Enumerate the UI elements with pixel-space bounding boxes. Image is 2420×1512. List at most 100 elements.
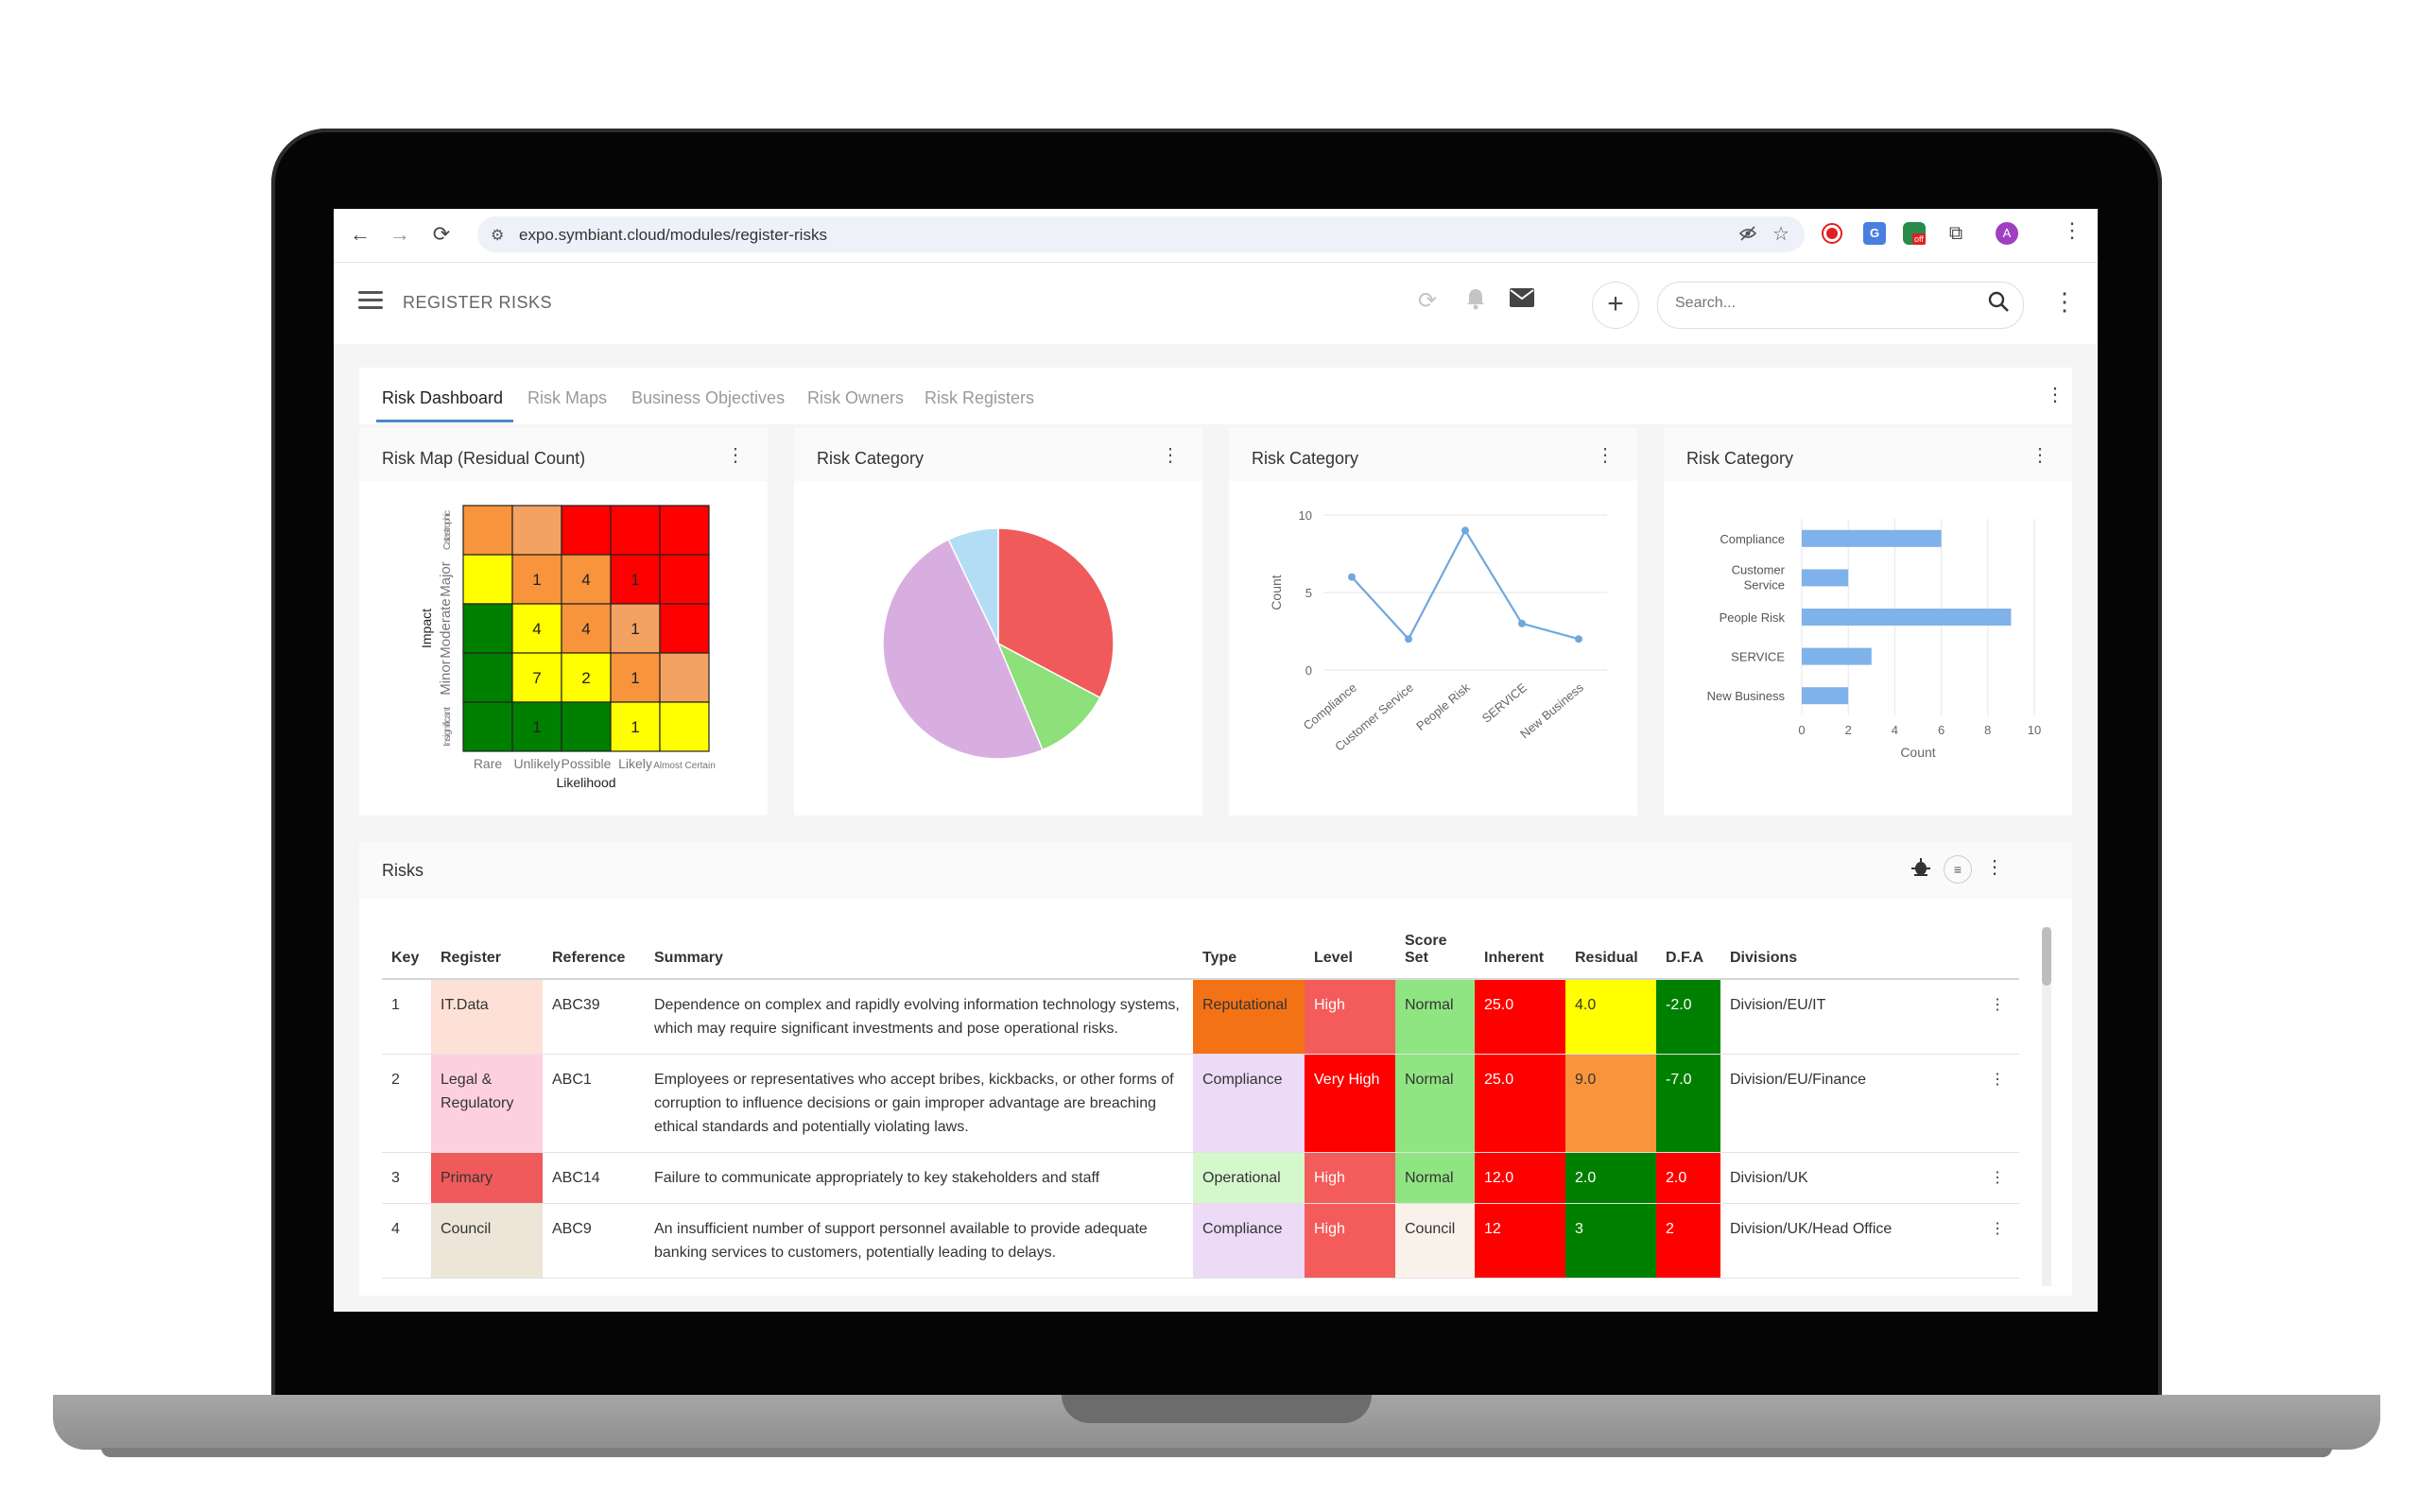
widget-menu-icon[interactable]: ⋮ [1161,445,1180,466]
bar[interactable] [1802,647,1872,665]
record-extension-icon[interactable] [1822,223,1842,244]
heatmap-cell[interactable] [511,701,562,752]
tab-risk-dashboard[interactable]: Risk Dashboard [382,388,504,407]
cell-score-set: Normal [1395,979,1475,1055]
cell-inherent: 12 [1475,1203,1565,1279]
heatmap-cell-count: 1 [631,669,639,687]
tabs-menu-icon[interactable]: ⋮ [2046,385,2065,405]
heatmap-cell[interactable] [659,652,710,703]
heatmap-cell[interactable] [462,505,513,556]
heatmap-cell[interactable] [659,554,710,605]
reload-icon[interactable]: ⟳ [432,222,451,246]
line-point[interactable] [1518,619,1526,627]
url-text: expo.symbiant.cloud/modules/register-ris… [519,226,827,244]
heatmap-cell[interactable] [462,554,513,605]
tab-risk-maps[interactable]: Risk Maps [527,388,608,407]
heatmap-cell[interactable] [561,505,612,556]
forward-arrow-icon[interactable]: → [389,222,410,246]
heatmap-cell[interactable] [462,603,513,654]
eye-off-icon[interactable] [1738,224,1757,248]
cell-reference: ABC14 [543,1152,645,1204]
app-menu-icon[interactable]: ⋮ [2052,287,2077,316]
heatmap-cell[interactable] [561,554,612,605]
extension-off-icon[interactable]: off [1903,222,1926,245]
search-icon[interactable] [1987,290,2010,319]
risks-menu-icon[interactable]: ⋮ [1985,857,2004,878]
column-header-residual[interactable]: Residual [1565,929,1656,980]
pie-slice[interactable] [947,527,999,644]
cell-type: Compliance [1193,1203,1305,1279]
line-point[interactable] [1405,635,1412,644]
heatmap-cell[interactable] [462,701,513,752]
tab-risk-registers[interactable]: Risk Registers [925,388,1035,407]
column-header-level[interactable]: Level [1305,929,1395,980]
heatmap-cell[interactable] [659,701,710,752]
laptop-foot [101,1448,2332,1457]
column-header-key[interactable]: Key [382,929,431,980]
table-scrollbar[interactable] [2042,927,2051,1286]
column-header-reference[interactable]: Reference [543,929,645,980]
bar[interactable] [1802,687,1849,705]
heatmap-cell[interactable] [659,505,710,556]
column-header-summary[interactable]: Summary [645,929,1193,980]
heatmap-cell[interactable] [610,603,661,654]
column-header-type[interactable]: Type [1193,929,1305,980]
search-input[interactable] [1673,294,1961,313]
line-point[interactable] [1348,573,1356,581]
translate-extension-icon[interactable]: G [1863,222,1886,245]
x-axis-label: Count [1900,745,1935,760]
mail-icon[interactable] [1510,287,1534,314]
line-point[interactable] [1575,635,1582,644]
line-point[interactable] [1461,526,1469,535]
heatmap-cell[interactable] [561,701,612,752]
row-menu-icon[interactable]: ⋮ [1976,1152,2019,1204]
column-header-dfa[interactable]: D.F.A [1656,929,1720,980]
widget-menu-icon[interactable]: ⋮ [1596,445,1615,466]
site-settings-icon[interactable]: ⚙ [491,228,505,244]
app-header: REGISTER RISKS ⟳ + ⋮ [334,263,2098,344]
row-menu-icon[interactable]: ⋮ [1976,1203,2019,1279]
search-field[interactable] [1657,282,2024,329]
heatmap-cell[interactable] [610,505,661,556]
pie-slice[interactable] [997,527,1115,699]
filter-button[interactable]: ≡ [1944,855,1972,884]
table-row[interactable]: 1 IT.Data ABC39 Dependence on complex and r… [382,979,2019,1055]
bell-icon[interactable] [1465,287,1486,317]
address-bar[interactable]: ⚙ expo.symbiant.cloud/modules/register-r… [477,216,1805,252]
heatmap-cell[interactable] [462,652,513,703]
profile-avatar[interactable]: A [1996,222,2018,245]
hamburger-menu-icon[interactable] [358,291,383,310]
tab-risk-owners[interactable]: Risk Owners [807,388,905,407]
column-header-inherent[interactable]: Inherent [1475,929,1565,980]
add-button[interactable]: + [1592,282,1639,329]
bar[interactable] [1802,569,1849,587]
pie-slice[interactable] [882,538,1044,760]
heatmap-cell[interactable] [511,603,562,654]
bug-icon[interactable] [1910,856,1932,885]
heatmap-cell[interactable] [561,652,612,703]
tab-business-objectives[interactable]: Business Objectives [631,388,786,407]
row-menu-icon[interactable]: ⋮ [1976,979,2019,1055]
pie-slice[interactable] [996,642,1101,751]
browser-menu-icon[interactable]: ⋮ [2062,218,2083,242]
heatmap-cell[interactable] [659,603,710,654]
impact-tick-label: Catastrophic [442,510,453,550]
widget-menu-icon[interactable]: ⋮ [726,445,745,466]
column-header-score-set[interactable]: Score Set [1395,929,1475,980]
column-header-divisions[interactable]: Divisions [1720,929,1976,980]
table-row[interactable]: 4 Council ABC9 An insufficient number of su… [382,1203,2019,1279]
star-icon[interactable]: ☆ [1772,224,1789,245]
sync-icon[interactable]: ⟳ [1418,288,1438,314]
puzzle-icon[interactable]: ⧉ [1948,223,1963,244]
row-menu-icon[interactable]: ⋮ [1976,1054,2019,1153]
bar[interactable] [1802,609,2012,626]
widget-menu-icon[interactable]: ⋮ [2031,445,2049,466]
table-row[interactable]: 2 Legal & Regulatory ABC1 Employees or repr… [382,1054,2019,1153]
x-tick-label: 8 [1984,723,1991,737]
heatmap-cell[interactable] [511,505,562,556]
bar[interactable] [1802,529,1942,547]
table-row[interactable]: 3 Primary ABC14 Failure to communicate appr… [382,1152,2019,1204]
scrollbar-thumb[interactable] [2042,927,2051,986]
back-arrow-icon[interactable]: ← [350,222,371,246]
column-header-register[interactable]: Register [431,929,543,980]
